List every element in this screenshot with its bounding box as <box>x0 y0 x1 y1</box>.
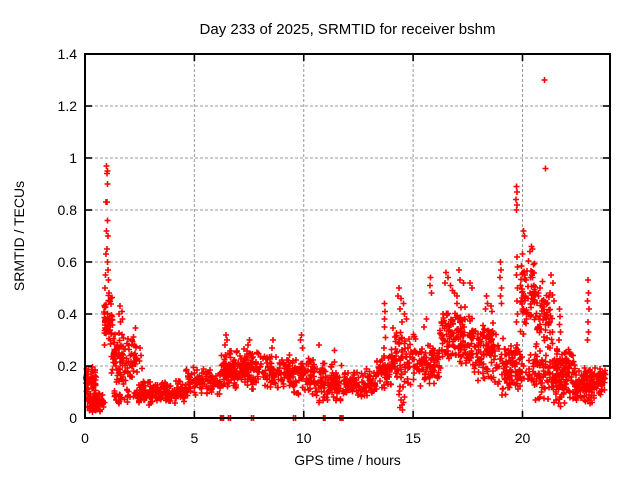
x-tick-label: 15 <box>405 430 421 446</box>
chart-title: Day 233 of 2025, SRMTID for receiver bsh… <box>199 21 496 38</box>
y-tick-label: 0.4 <box>58 306 78 322</box>
plot-border <box>84 53 611 419</box>
x-tick-label: 0 <box>81 430 89 446</box>
y-axis-label: SRMTID / TECUs <box>11 180 27 292</box>
y-tick-label: 1.4 <box>58 46 78 62</box>
scatter-points <box>83 77 609 421</box>
x-tick-label: 20 <box>515 430 531 446</box>
y-tick-label: 1 <box>69 150 77 166</box>
y-tick-label: 0.8 <box>58 202 78 218</box>
x-tick-label: 10 <box>296 430 312 446</box>
y-tick-label: 0.6 <box>58 254 78 270</box>
y-tick-label: 0.2 <box>58 358 78 374</box>
x-tick-label: 5 <box>190 430 198 446</box>
y-tick-label: 0 <box>69 410 77 426</box>
x-axis-label: GPS time / hours <box>294 452 401 468</box>
y-tick-label: 1.2 <box>58 98 78 114</box>
